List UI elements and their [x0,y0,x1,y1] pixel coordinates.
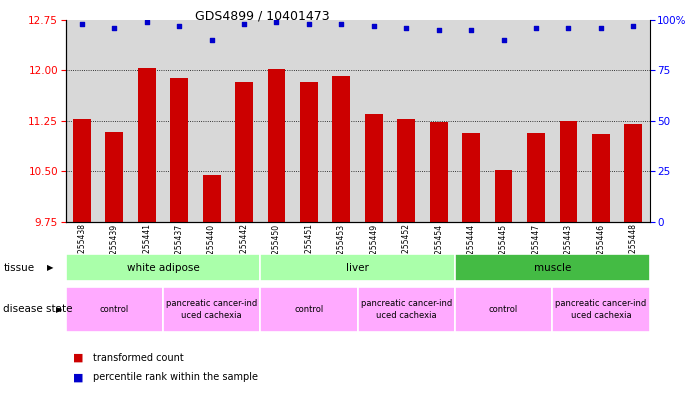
Point [531,25,542,31]
Bar [202,175,220,222]
Text: percentile rank within the sample: percentile rank within the sample [93,372,258,382]
Bar [358,287,455,332]
Text: ■: ■ [73,372,83,382]
Point [401,25,412,31]
Point [596,25,607,31]
Point [76,20,87,27]
Point [238,20,249,27]
Text: transformed count: transformed count [93,353,184,363]
Text: control: control [489,305,518,314]
Bar [106,132,123,222]
Point [108,25,120,31]
Bar [397,119,415,222]
Point [336,20,347,27]
Bar [625,124,642,222]
Text: ▶: ▶ [56,305,62,314]
Text: disease state: disease state [3,305,73,314]
Text: tissue: tissue [3,263,35,273]
Bar [430,121,448,222]
Bar [592,134,609,222]
Bar [66,254,261,281]
Text: ▶: ▶ [47,263,53,272]
Point [303,20,314,27]
Text: control: control [294,305,323,314]
Bar [235,83,253,222]
Point [563,25,574,31]
Text: ■: ■ [73,353,83,363]
Bar [552,287,650,332]
Bar [332,75,350,222]
Text: muscle: muscle [533,263,571,273]
Bar [560,121,578,222]
Point [141,18,152,25]
Text: white adipose: white adipose [126,263,199,273]
Bar [170,78,188,222]
Point [466,27,477,33]
Point [368,22,379,29]
Bar [261,287,358,332]
Bar [261,254,455,281]
Bar [455,254,650,281]
Bar [300,82,318,222]
Bar [138,68,155,222]
Bar [495,170,513,222]
Bar [267,69,285,222]
Bar [73,119,91,222]
Bar [455,287,552,332]
Text: GDS4899 / 10401473: GDS4899 / 10401473 [196,10,330,23]
Bar [527,133,545,222]
Point [433,27,444,33]
Text: liver: liver [346,263,369,273]
Point [628,22,639,29]
Point [498,37,509,43]
Point [271,18,282,25]
Text: control: control [100,305,129,314]
Bar [365,114,383,222]
Point [173,22,184,29]
Point [206,37,217,43]
Text: pancreatic cancer-ind
uced cachexia: pancreatic cancer-ind uced cachexia [361,299,452,320]
Text: pancreatic cancer-ind
uced cachexia: pancreatic cancer-ind uced cachexia [166,299,257,320]
Bar [66,287,163,332]
Bar [163,287,261,332]
Bar [462,133,480,222]
Text: pancreatic cancer-ind
uced cachexia: pancreatic cancer-ind uced cachexia [556,299,647,320]
